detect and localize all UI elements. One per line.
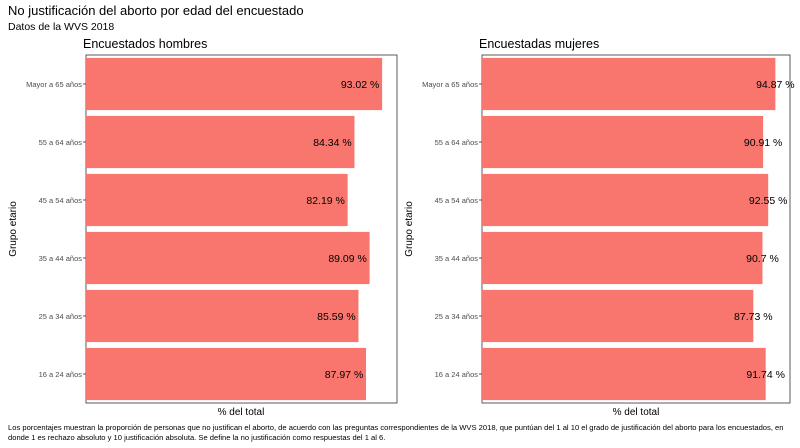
y-tick-label: 25 a 34 años [39,312,83,321]
bar-value-label: 93.02 % [341,79,380,91]
bar-mujeres-3 [482,173,769,227]
bar-mujeres-5 [482,289,754,343]
bar-hombres-4 [86,231,370,285]
bar-value-label: 85.59 % [317,311,356,323]
y-tick-label: Mayor a 65 años [422,80,478,89]
y-tick-label: 16 a 24 años [39,370,83,379]
panel-title-hombres: Encuestados hombres [83,37,207,51]
bar-value-label: 84.34 % [313,137,352,149]
y-tick-label: 16 a 24 años [435,370,479,379]
chart-title: No justificación del aborto por edad del… [8,3,304,18]
bar-mujeres-2 [482,115,764,169]
y-tick-label: 35 a 44 años [39,254,83,263]
bar-value-label: 89.09 % [328,253,367,265]
bar-hombres-1 [86,57,383,111]
bar-value-label: 91.74 % [746,369,785,381]
y-axis-label: Grupo etario [404,201,415,257]
bar-hombres-5 [86,289,359,343]
bar-value-label: 87.97 % [325,369,364,381]
panel-hombres: Encuestados hombres Mayor a 65 años 93.02 … [8,37,398,418]
y-tick-label: 35 a 44 años [435,254,479,263]
y-tick-label: 25 a 34 años [435,312,479,321]
y-axis-label: Grupo etario [8,201,19,257]
panel-mujeres: Encuestadas mujeres Mayor a 65 años 94.87 … [404,37,795,418]
bar-mujeres-4 [482,231,763,285]
y-tick-label: Mayor a 65 años [26,80,82,89]
y-tick-label: 45 a 54 años [39,196,83,205]
bar-hombres-6 [86,347,367,401]
x-axis-label: % del total [218,407,265,418]
bar-value-label: 90.91 % [744,137,783,149]
bar-hombres-3 [86,173,348,227]
chart-subtitle: Datos de la WVS 2018 [8,21,115,33]
bar-value-label: 92.55 % [749,195,788,207]
panel-title-mujeres: Encuestadas mujeres [479,37,599,51]
bar-mujeres-6 [482,347,766,401]
bar-value-label: 90.7 % [746,253,779,265]
chart-caption: Los porcentajes muestran la proporción d… [8,423,784,442]
y-tick-label: 55 a 64 años [39,138,83,147]
y-tick-label: 45 a 54 años [435,196,479,205]
y-tick-label: 55 a 64 años [435,138,479,147]
bar-value-label: 94.87 % [756,79,795,91]
bar-mujeres-1 [482,57,776,111]
x-axis-label: % del total [613,407,660,418]
panel-frame [481,54,791,404]
bar-value-label: 82.19 % [306,195,345,207]
panel-frame [85,54,398,404]
bar-hombres-2 [86,115,355,169]
bar-value-label: 87.73 % [734,311,773,323]
